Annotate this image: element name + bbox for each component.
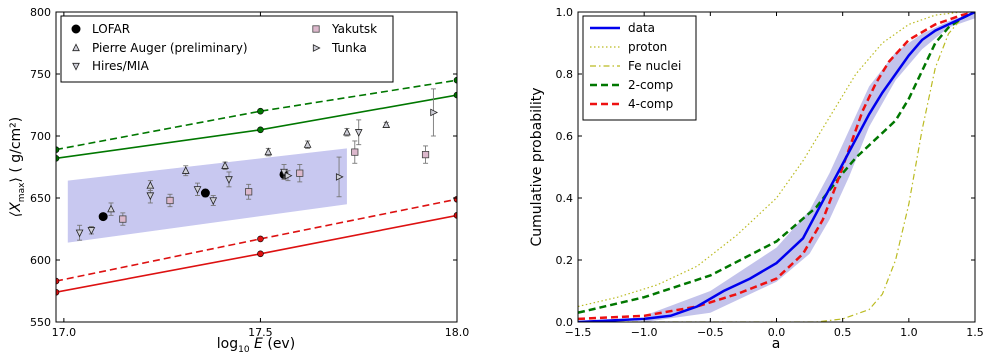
lofar-point <box>98 212 108 222</box>
left-legend-box <box>60 15 394 83</box>
left-y-tick-label: 750 <box>30 68 51 81</box>
yakutsk-point <box>351 148 359 156</box>
left-x-tick-label: 18.0 <box>445 326 470 339</box>
4-comp-legend-label: 4-comp <box>628 97 673 111</box>
hires-mia-point <box>354 129 363 137</box>
lofar-legend-label: LOFAR <box>92 22 130 36</box>
model-line-2-marker <box>257 126 264 134</box>
model-line-1-marker <box>453 76 457 84</box>
right-x-tick-label: 0.0 <box>768 326 786 339</box>
right-x-axis-label: a <box>772 336 781 352</box>
pierre-auger-preliminary-point <box>303 140 312 148</box>
right-legend: data proton Fe nuclei 2-comp 4-comp <box>582 15 697 121</box>
yakutsk-point <box>245 188 253 196</box>
right-x-tick-label: −1.0 <box>631 326 658 339</box>
left-axes-frame <box>55 11 458 323</box>
right-y-tick-label: 0.2 <box>556 254 574 267</box>
left-y-tick-label: 650 <box>30 192 51 205</box>
left-panel: 17.0 17.5 18.0 550 600 650 700 750 800 log10 E (… <box>8 6 469 355</box>
pierre-auger-preliminary-legend-label: Pierre Auger (preliminary) <box>92 41 248 55</box>
right-x-tick-label: 1.5 <box>966 326 984 339</box>
right-panel: −1.5 −1.0 −0.5 0.0 0.5 1.0 1.5 0.0 0.2 0.4 0.6 0.8 1… <box>529 6 984 352</box>
right-y-tick-label: 1.0 <box>556 6 574 19</box>
fe-nuclei-line <box>578 12 975 322</box>
yakutsk-point <box>296 169 304 177</box>
hires-mia-point <box>87 227 96 235</box>
tunka-point <box>335 173 344 181</box>
hires-mia-legend-marker <box>72 62 80 71</box>
yakutsk-point <box>119 215 127 223</box>
hires-mia-point <box>193 186 202 194</box>
yakutsk-point <box>421 150 430 159</box>
right-y-tick-label: 0.6 <box>556 130 574 143</box>
right-y-axis-label: Cumulative probability <box>529 87 545 246</box>
pierre-auger-preliminary-point <box>181 166 190 174</box>
tunka-point <box>284 171 293 180</box>
right-x-tick-label: −0.5 <box>697 326 724 339</box>
hires-mia-point <box>146 192 155 201</box>
yakutsk-point <box>166 196 174 205</box>
model-line-2-marker <box>453 91 457 99</box>
model-line-2-marker <box>56 155 60 162</box>
model-line-4-marker <box>56 288 60 296</box>
right-y-tick-label: 0.8 <box>556 68 574 81</box>
right-x-tick-label: −1.5 <box>565 326 592 339</box>
pierre-auger-preliminary-legend-marker <box>72 43 80 52</box>
left-y-tick-label: 600 <box>30 254 51 267</box>
model-line-1-marker <box>257 107 264 115</box>
pierre-auger-preliminary-point <box>343 127 351 136</box>
left-ticks: 17.0 17.5 18.0 550 600 650 700 750 800 <box>30 6 469 339</box>
left-y-axis-label: ⟨Xmax⟩ ( g/cm²) <box>8 117 27 218</box>
pierre-auger-preliminary-point <box>107 204 115 213</box>
pierre-auger-preliminary-point <box>264 147 273 156</box>
proton-legend-label: proton <box>628 40 667 54</box>
2-comp-line <box>578 12 975 314</box>
yakutsk-legend-label: Yakutsk <box>331 22 377 36</box>
hires-mia-point <box>75 229 84 238</box>
data-legend-label: data <box>628 21 655 35</box>
left-y-tick-label: 700 <box>30 130 51 143</box>
4-comp-line <box>578 12 975 321</box>
left-y-tick-label: 550 <box>30 316 51 329</box>
hires-mia-point <box>225 176 233 184</box>
lofar-point <box>200 188 210 198</box>
model-line-2 <box>56 94 457 160</box>
pierre-auger-preliminary-point <box>221 161 229 169</box>
left-x-tick-label: 17.0 <box>52 326 77 339</box>
tunka-point <box>430 108 439 117</box>
left-x-axis-label: log10 E (ev) <box>217 336 295 355</box>
2-comp-legend-label: 2-comp <box>628 78 673 92</box>
left-legend: LOFAR Pierre Auger (preliminary) Hires/MIA… <box>60 15 394 83</box>
right-y-tick-label: 0.4 <box>556 192 574 205</box>
right-x-tick-label: 1.0 <box>900 326 918 339</box>
left-y-tick-label: 800 <box>30 6 51 19</box>
model-line-3-marker <box>56 277 60 285</box>
hires-mia-point <box>209 197 218 206</box>
yakutsk-legend-marker <box>312 25 320 33</box>
model-line-3 <box>56 198 457 282</box>
tunka-legend-marker <box>312 44 321 52</box>
data-line <box>578 12 975 322</box>
model-line-1 <box>56 79 457 151</box>
tunka-legend-label: Tunka <box>331 41 367 55</box>
cdf-lines <box>578 12 975 322</box>
fe-nuclei-legend-label: Fe nuclei <box>628 59 681 73</box>
lofar-legend-marker <box>71 24 81 34</box>
right-y-tick-label: 0.0 <box>556 316 574 329</box>
model-line-3-marker <box>257 235 264 243</box>
right-legend-box <box>582 15 697 121</box>
pierre-auger-preliminary-point <box>382 120 391 128</box>
data-points <box>75 88 439 241</box>
model-line-4-marker <box>453 212 457 219</box>
model-line-1-marker <box>56 146 60 153</box>
hires-mia-legend-label: Hires/MIA <box>92 59 150 73</box>
right-ticks: −1.5 −1.0 −0.5 0.0 0.5 1.0 1.5 0.0 0.2 0.4 0.6 0.8 1… <box>556 6 984 339</box>
left-x-tick-label: 17.5 <box>248 326 273 339</box>
right-x-tick-label: 0.5 <box>834 326 852 339</box>
model-line-4-marker <box>257 250 264 258</box>
